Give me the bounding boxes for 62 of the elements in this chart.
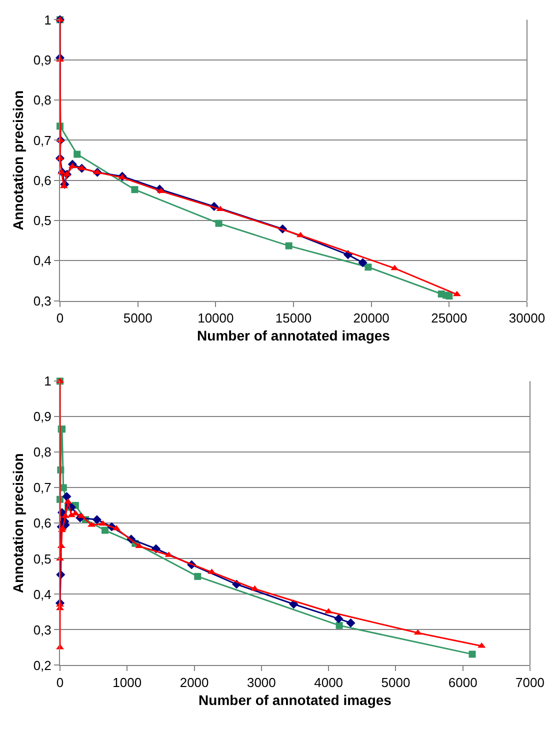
point — [452, 290, 461, 296]
x-tick-label: 0 — [56, 310, 64, 326]
x-tick-label: 2000 — [180, 674, 209, 690]
x-tick-label: 25000 — [431, 310, 468, 326]
y-tick-label: 0,7 — [33, 480, 52, 496]
point — [74, 150, 81, 158]
point — [346, 618, 356, 628]
x-axis-title: Number of annotated images — [198, 692, 392, 708]
point — [250, 585, 259, 591]
x-tick-label: 6000 — [448, 674, 478, 690]
point — [390, 264, 399, 270]
y-tick-label: 0,7 — [33, 132, 52, 148]
x-tick-label: 3000 — [246, 674, 276, 690]
x-tick-label: 5000 — [381, 674, 410, 690]
y-tick-label: 0,6 — [33, 516, 52, 531]
point — [358, 258, 368, 268]
y-tick-label: 0,9 — [33, 409, 52, 424]
point — [216, 206, 224, 212]
y-tick-label: 0,3 — [33, 293, 52, 308]
point — [92, 515, 102, 524]
point — [131, 186, 138, 194]
x-tick-label: 1000 — [112, 674, 142, 690]
point — [68, 162, 76, 168]
x-tick-label: 4000 — [314, 674, 344, 690]
x-tick-label: 0 — [56, 674, 64, 690]
point — [135, 542, 144, 548]
point — [78, 164, 86, 170]
point — [93, 168, 102, 174]
point — [101, 526, 108, 534]
y-tick-label: 0,6 — [33, 172, 52, 188]
point — [414, 629, 422, 635]
x-tick-label: 20000 — [353, 310, 390, 326]
point — [468, 650, 476, 658]
x-tick-label: 10000 — [198, 310, 234, 326]
y-tick-label: 0,3 — [33, 622, 52, 638]
x-tick-label: 15000 — [275, 310, 312, 326]
y-tick-label: 0,8 — [33, 92, 52, 108]
x-tick-label: 7000 — [516, 674, 544, 690]
y-axis-title: Annotation precision — [10, 453, 26, 594]
y-tick-label: 0,5 — [33, 551, 52, 566]
y-tick-label: 0,4 — [33, 253, 52, 268]
x-axis-title: Number of annotated images — [197, 328, 390, 344]
point — [194, 572, 202, 580]
point — [364, 264, 372, 271]
point — [446, 292, 453, 300]
y-axis-title: Annotation precision — [10, 90, 26, 230]
y-tick-label: 1 — [44, 12, 52, 28]
point — [336, 622, 343, 629]
point — [62, 492, 72, 502]
y-tick-label: 0,2 — [33, 658, 52, 673]
y-tick-label: 1 — [44, 374, 52, 389]
point — [334, 614, 344, 624]
point — [88, 521, 96, 527]
y-tick-label: 0,5 — [33, 213, 52, 228]
y-tick-label: 0,4 — [33, 586, 52, 602]
point — [285, 242, 292, 250]
x-tick-label: 5000 — [123, 310, 152, 326]
y-tick-label: 0,9 — [33, 52, 52, 68]
point — [64, 498, 72, 504]
y-tick-label: 0,8 — [33, 444, 52, 460]
x-tick-label: 30000 — [508, 310, 546, 326]
point — [215, 220, 222, 227]
